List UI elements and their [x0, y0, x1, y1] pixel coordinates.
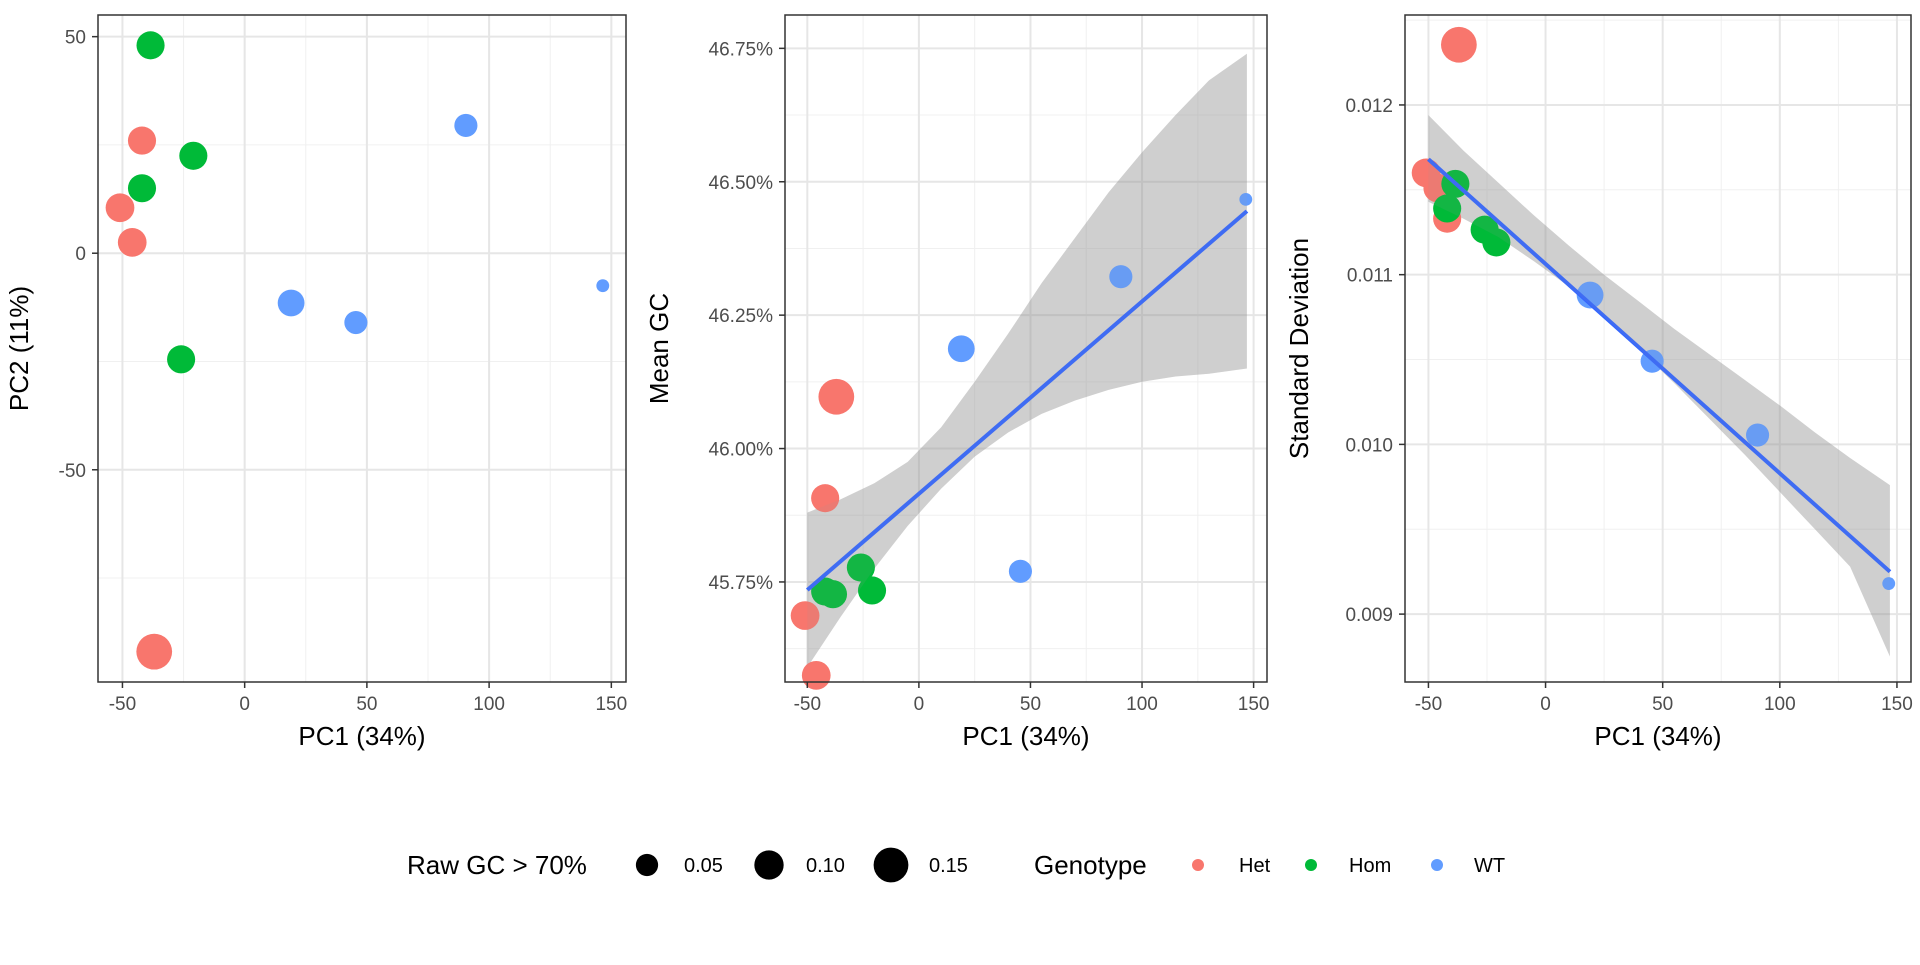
y-axis-title: PC2 (11%)	[4, 286, 34, 411]
legend-size-label-0: 0.05	[684, 855, 723, 877]
plot-background	[1405, 15, 1911, 682]
panel-border	[1404, 14, 1912, 683]
x-tick-label: -50	[109, 694, 136, 715]
legend-genotype-title: Genotype	[1034, 850, 1147, 880]
data-point-wt	[454, 113, 478, 137]
confidence-band-overlay	[807, 53, 1247, 668]
y-axis-title: Mean GC	[644, 293, 674, 404]
x-tick-label: 100	[1764, 694, 1796, 715]
x-axis-title: PC1 (34%)	[298, 721, 425, 751]
y-tick-label: 46.50%	[709, 173, 774, 194]
y-tick-label: 0.009	[1345, 605, 1393, 626]
data-point-hom	[167, 345, 196, 374]
y-axis-title: Standard Deviation	[1284, 238, 1314, 459]
x-tick-label: 150	[595, 694, 627, 715]
data-point-hom	[127, 174, 157, 203]
data-point-hom	[846, 553, 875, 582]
data-point-wt	[596, 279, 610, 293]
panel-border	[784, 14, 1268, 683]
panel-pca: -50 0 50 100 150 -50 0 50 PC1 (34%) PC2 (11%)	[4, 14, 627, 751]
data-point-het	[811, 484, 840, 513]
data-point-hom	[179, 141, 208, 170]
y-tick-label: -50	[59, 461, 86, 482]
legend-size-title: Raw GC > 70%	[407, 850, 587, 880]
legend-size-key-0	[635, 853, 659, 877]
y-tick-label: 45.75%	[709, 573, 774, 594]
data-point-hom	[1433, 194, 1462, 223]
confidence-band-overlay	[1428, 115, 1890, 657]
legend-label-het: Het	[1239, 855, 1271, 877]
x-tick-label: 50	[1020, 694, 1041, 715]
panel-standard-deviation: -50 0 50 100 150 0.009 0.010 0.011 0.012 PC1 (34%…	[1284, 14, 1913, 751]
data-point-het	[790, 601, 820, 630]
y-tick-label: 0	[75, 244, 86, 265]
x-tick-label: 50	[1652, 694, 1673, 715]
y-tick-label: 0.011	[1347, 266, 1393, 287]
data-point-wt	[1109, 265, 1133, 289]
y-tick-label: 46.00%	[709, 440, 774, 461]
data-point-wt	[1882, 577, 1896, 590]
trend-line	[806, 209, 1249, 592]
data-point-hom	[1482, 228, 1511, 257]
y-tick-label: 46.25%	[709, 306, 774, 327]
data-point-wt	[1746, 423, 1770, 447]
y-tick-label: 0.010	[1345, 435, 1393, 456]
legend-key-hom	[1305, 859, 1317, 871]
data-point-wt	[1008, 559, 1032, 583]
data-point-hom	[857, 576, 887, 605]
legend-key-het	[1192, 859, 1204, 871]
data-point-het	[1441, 26, 1477, 63]
data-point-het	[801, 660, 831, 690]
data-point-wt	[344, 310, 368, 335]
legend-key-wt	[1431, 859, 1443, 871]
confidence-band	[1428, 115, 1890, 657]
data-point-het	[127, 126, 157, 155]
data-point-het	[136, 633, 173, 670]
confidence-band	[807, 53, 1247, 668]
y-tick-label: 0.012	[1345, 96, 1393, 117]
y-tick-label: 46.75%	[709, 39, 774, 60]
data-point-hom	[818, 580, 848, 609]
x-axis-title: PC1 (34%)	[1594, 721, 1721, 751]
x-tick-label: -50	[794, 694, 821, 715]
x-tick-label: -50	[1415, 694, 1442, 715]
x-tick-label: 0	[239, 694, 250, 715]
legend-size-label-1: 0.10	[806, 855, 845, 877]
data-point-hom	[136, 31, 165, 60]
x-tick-label: 0	[1540, 694, 1551, 715]
data-point-het	[117, 228, 147, 257]
legend-size-key-1	[754, 850, 784, 880]
x-axis-title: PC1 (34%)	[962, 721, 1089, 751]
trend-line	[1427, 157, 1892, 574]
y-tick-label: 50	[65, 28, 86, 49]
legend: Raw GC > 70% 0.05 0.10 0.15 Genotype Het…	[407, 847, 1505, 883]
legend-size-key-2	[873, 847, 909, 883]
x-tick-label: 100	[1126, 694, 1158, 715]
legend-label-wt: WT	[1474, 855, 1505, 877]
x-tick-label: 100	[473, 694, 505, 715]
panel-mean-gc: -50 0 50 100 150 45.75% 46.00% 46.25% 46.50% 46.7…	[644, 14, 1270, 751]
data-point-wt	[277, 289, 305, 317]
x-tick-label: 150	[1238, 694, 1270, 715]
panel-border	[97, 14, 627, 683]
data-point-wt	[947, 335, 975, 363]
data-point-wt	[1239, 192, 1253, 206]
data-point-het	[818, 378, 855, 415]
data-point-wt	[1576, 281, 1604, 309]
x-tick-label: 0	[914, 694, 925, 715]
x-tick-label: 50	[356, 694, 377, 715]
data-point-het	[105, 193, 135, 223]
legend-size-label-2: 0.15	[929, 855, 968, 877]
legend-label-hom: Hom	[1349, 855, 1391, 877]
x-tick-label: 150	[1881, 694, 1913, 715]
